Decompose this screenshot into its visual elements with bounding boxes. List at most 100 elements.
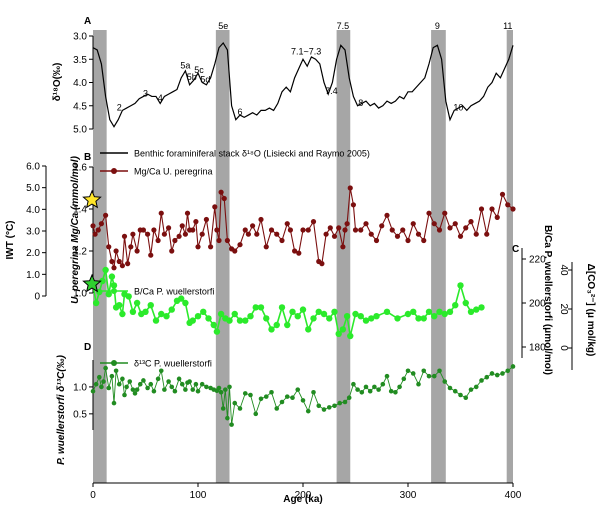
bca-series-point — [462, 299, 469, 307]
mgca-series-point — [379, 223, 385, 229]
bca-series-point — [92, 299, 100, 307]
bca-series-point — [133, 299, 141, 307]
mgca-series-point — [92, 231, 98, 237]
d13c-series-point — [227, 384, 232, 390]
mgca-series-point — [340, 244, 346, 250]
co3-axis-label: Δ[CO₃²⁻] (μ mol/kg) — [585, 264, 596, 357]
d13c-series-point — [494, 372, 500, 378]
d13c-series-point — [510, 364, 516, 369]
d13c-series-point — [431, 373, 437, 379]
mgca-series-point — [176, 233, 182, 239]
bca-series-point — [152, 317, 160, 324]
bca-series-point — [299, 306, 307, 313]
bca-series-point — [105, 291, 112, 298]
bca-series-point — [158, 310, 165, 318]
bca-series-point — [368, 315, 375, 322]
mgca-axis-tick-label: 1.4 — [73, 205, 87, 216]
d13c-series-point — [401, 376, 407, 382]
legend-mgca-text: Mg/Ca U. peregrina — [134, 167, 213, 177]
mgca-series-point — [195, 244, 201, 250]
d13c-series-point — [162, 387, 167, 392]
mis-stage-label: 5c — [194, 65, 204, 75]
d13c-series-point — [132, 391, 138, 396]
mgca-series-point — [336, 225, 342, 231]
d13c-series-point — [97, 374, 102, 380]
modern-iwt-star — [82, 189, 102, 209]
x-axis-label: Age (ka) — [283, 494, 322, 505]
mgca-series-point — [111, 265, 117, 271]
panel-letter-b: B — [84, 152, 91, 163]
mgca-series-point — [400, 227, 406, 233]
mgca-series-point — [319, 261, 325, 267]
d13c-series-point — [141, 378, 146, 383]
bca-series-point — [182, 299, 189, 307]
d13c-series-point — [505, 368, 511, 374]
mgca-series-point — [405, 237, 411, 244]
mgca-series-point — [436, 227, 443, 233]
bca-series-point — [310, 315, 317, 322]
d13c-series-point — [101, 379, 106, 384]
bca-series-point — [305, 326, 312, 333]
mis-stage-label: 5d — [200, 75, 210, 85]
d13c-series-point — [479, 378, 484, 383]
mgca-series-point — [182, 231, 188, 237]
panel-letter-c: C — [512, 244, 519, 255]
mgca-series-point — [151, 227, 157, 233]
bca-series-point — [200, 308, 207, 315]
mgca-series-point — [350, 202, 356, 208]
d13c-series-point — [232, 400, 238, 406]
x-axis-tick-label: 100 — [190, 490, 207, 501]
d13c-series-point — [93, 381, 99, 387]
d13c-series-point — [179, 381, 185, 387]
interglacial-band — [215, 30, 230, 483]
mgca-series-point — [221, 195, 227, 202]
d13c-series-point — [155, 376, 161, 382]
d13c-series-point — [258, 396, 264, 402]
mgca-series-point — [128, 244, 134, 250]
bca-series-point — [331, 308, 338, 315]
d13c-series-point — [90, 388, 96, 394]
mgca-series-point — [193, 219, 199, 225]
bca-series-point — [210, 321, 217, 329]
iwt-axis-label: IWT (°C) — [5, 221, 16, 260]
mgca-series-point — [245, 231, 251, 237]
legend-d13c-swatch-dot — [111, 360, 117, 366]
mgca-series-point — [505, 202, 511, 208]
mgca-series-point — [431, 221, 437, 227]
x-axis-tick-label: 400 — [505, 490, 522, 501]
d13c-series-point — [218, 390, 224, 395]
d13c-series-point — [489, 371, 495, 376]
mgca-series-point — [327, 225, 333, 231]
bca-series-point — [315, 308, 322, 315]
legend-d18o-text: Benthic foraminiferal stack δ¹⁸O (Lisiec… — [134, 149, 370, 159]
d13c-series-point — [380, 381, 386, 387]
bca-series-point — [383, 308, 391, 315]
bca-series-point — [217, 310, 225, 318]
d13c-series-point — [376, 387, 381, 392]
iwt-axis-tick-label: 3.0 — [26, 227, 40, 238]
d13c-series-point — [384, 373, 390, 379]
d13c-series-point — [355, 387, 360, 392]
bca-series-point — [263, 315, 270, 322]
d13c-series-point — [225, 415, 230, 421]
d13c-series-point — [148, 381, 154, 387]
bca-axis-tick-label: 220 — [529, 255, 546, 266]
mgca-series-point — [352, 227, 359, 233]
mgca-series-point — [463, 225, 469, 231]
co3-axis-tick-label: 20 — [558, 303, 569, 315]
d13c-series-point — [397, 384, 402, 390]
d13c-series-point — [316, 403, 322, 409]
d18o-axis-tick-label: 5.0 — [73, 125, 87, 136]
bca-series-point — [452, 302, 459, 309]
mgca-series-point — [90, 223, 96, 229]
bca-series-point — [110, 282, 118, 289]
d13c-series-point — [388, 388, 394, 394]
bca-series-point — [252, 304, 259, 311]
bca-series-point — [431, 313, 438, 320]
iwt-axis-tick-label: 5.0 — [26, 183, 40, 194]
d13c-series-point — [137, 381, 143, 387]
mgca-series-point — [484, 231, 490, 237]
d13c-series-point — [346, 395, 352, 400]
mgca-series-point — [224, 237, 230, 244]
d13c-series-point — [216, 385, 222, 391]
